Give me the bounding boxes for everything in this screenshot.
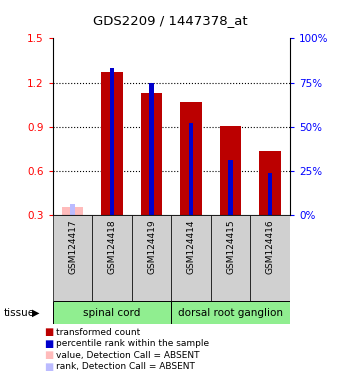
Bar [92,215,132,301]
Text: GSM124419: GSM124419 [147,219,156,274]
Text: ■: ■ [44,350,54,360]
Bar [62,207,84,215]
Bar [250,215,290,301]
Bar [189,123,193,215]
Text: spinal cord: spinal cord [84,308,141,318]
Bar [211,215,250,301]
Bar [180,102,202,215]
Bar [132,215,171,301]
Bar [228,160,233,215]
Text: GSM124414: GSM124414 [187,219,196,274]
Bar [70,204,75,215]
Text: transformed count: transformed count [56,328,140,337]
Bar [149,83,154,215]
Text: tissue: tissue [3,308,34,318]
Bar [53,215,92,301]
Bar [53,301,171,324]
Text: GSM124416: GSM124416 [266,219,275,274]
Text: rank, Detection Call = ABSENT: rank, Detection Call = ABSENT [56,362,195,371]
Bar [141,93,162,215]
Text: ■: ■ [44,327,54,337]
Text: GSM124418: GSM124418 [108,219,117,274]
Text: ■: ■ [44,362,54,372]
Text: percentile rank within the sample: percentile rank within the sample [56,339,209,348]
Bar [171,301,290,324]
Bar [220,126,241,215]
Text: GSM124417: GSM124417 [68,219,77,274]
Bar [259,151,281,215]
Text: value, Detection Call = ABSENT: value, Detection Call = ABSENT [56,351,200,360]
Bar [110,68,115,215]
Text: GSM124415: GSM124415 [226,219,235,274]
Bar [101,72,123,215]
Text: ■: ■ [44,339,54,349]
Text: GDS2209 / 1447378_at: GDS2209 / 1447378_at [93,14,248,27]
Text: ▶: ▶ [32,308,40,318]
Text: dorsal root ganglion: dorsal root ganglion [178,308,283,318]
Bar [268,173,272,215]
Bar [171,215,211,301]
